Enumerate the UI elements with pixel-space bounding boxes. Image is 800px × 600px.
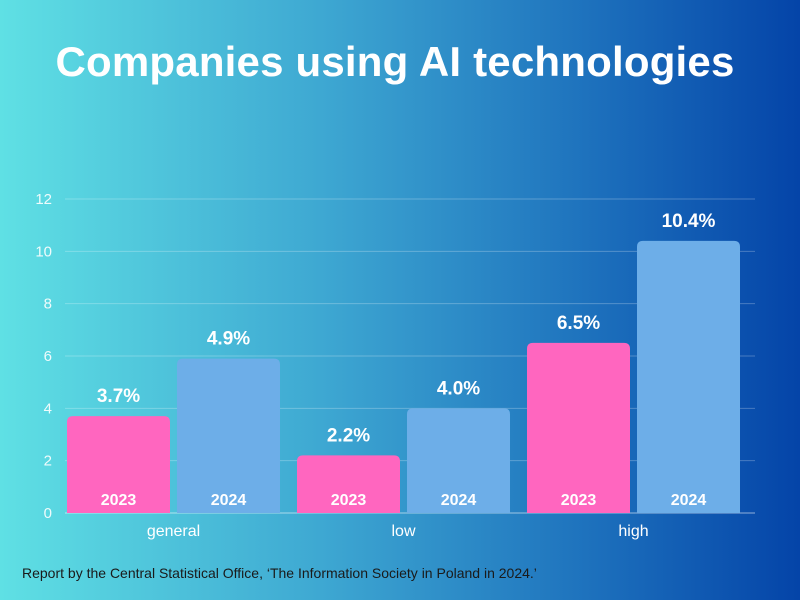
bar-high-2024 [637, 240, 740, 513]
data-label: 10.4% [662, 211, 716, 232]
bar-high-2023 [527, 342, 630, 513]
y-tick-label: 12 [35, 191, 52, 208]
bar-low-2024 [407, 408, 510, 513]
series-label: 2023 [101, 492, 137, 509]
series-label: 2024 [211, 492, 247, 509]
y-tick-label: 10 [35, 243, 52, 260]
data-label: 4.0% [437, 378, 480, 399]
y-tick-label: 0 [44, 505, 52, 522]
bar-general-2024 [177, 358, 280, 513]
series-label: 2023 [561, 492, 597, 509]
x-tick-label: general [147, 523, 200, 540]
source-note: Report by the Central Statistical Office… [22, 565, 537, 581]
data-label: 3.7% [97, 386, 140, 407]
series-label: 2023 [331, 492, 367, 509]
x-tick-label: high [618, 523, 648, 540]
series-label: 2024 [441, 492, 477, 509]
y-tick-label: 6 [44, 348, 52, 365]
y-tick-label: 2 [44, 453, 52, 470]
data-label: 2.2% [327, 425, 370, 446]
y-tick-label: 4 [44, 400, 52, 417]
x-tick-label: low [391, 523, 415, 540]
y-tick-label: 8 [44, 296, 52, 313]
bar-low-2023 [297, 455, 400, 513]
data-label: 4.9% [207, 329, 250, 350]
series-label: 2024 [671, 492, 707, 509]
chart-title: Companies using AI technologies [55, 38, 735, 85]
bar-general-2023 [67, 416, 170, 513]
data-label: 6.5% [557, 313, 600, 334]
